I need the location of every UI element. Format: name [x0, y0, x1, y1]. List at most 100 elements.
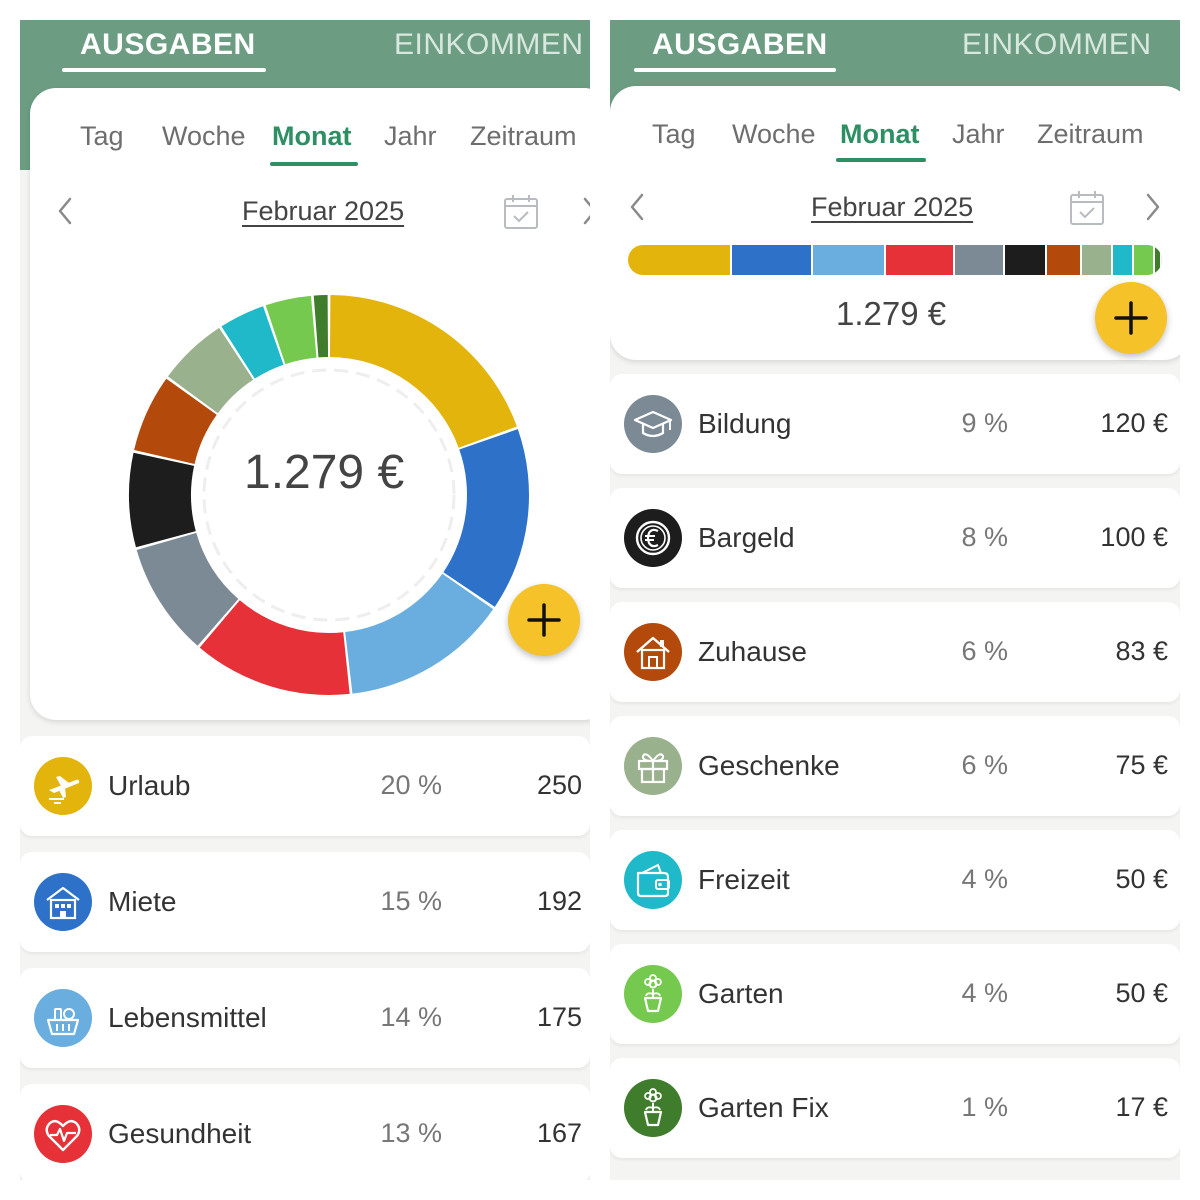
category-percent: 4 % [961, 978, 1008, 1008]
donut-slice-bargeld[interactable] [129, 452, 196, 548]
donut-slice-freizeit[interactable] [221, 306, 284, 379]
list-item[interactable]: Gesundheit 13 % 167 [20, 1084, 590, 1180]
category-name: Garten Fix [698, 1092, 829, 1123]
calendar-icon[interactable] [502, 193, 540, 231]
bar-segment-bildung[interactable] [955, 245, 1006, 275]
graduation-cap-icon [624, 395, 682, 453]
list-item[interactable]: Zuhause 6 % 83 € [610, 602, 1180, 702]
period-tab-range[interactable]: Zeitraum [470, 121, 577, 151]
bar-segment-garten-fix[interactable] [1154, 245, 1162, 275]
period-tab-day[interactable]: Tag [652, 119, 696, 149]
period-tab-year[interactable]: Jahr [952, 119, 1005, 149]
period-tab-month-indicator [270, 162, 358, 166]
chevron-left-icon[interactable] [622, 187, 652, 227]
calendar-icon[interactable] [1068, 189, 1106, 227]
period-tab-month-indicator [836, 158, 926, 162]
plus-icon [527, 603, 561, 637]
category-percent: 15 % [380, 886, 442, 916]
category-percent: 6 % [961, 750, 1008, 780]
flower-pot-icon [624, 1079, 682, 1137]
list-item[interactable]: Garten 4 % 50 € [610, 944, 1180, 1044]
donut-slice-gesundheit[interactable] [199, 600, 350, 695]
list-item[interactable]: Lebensmittel 14 % 175 [20, 968, 590, 1068]
tab-expenses[interactable]: AUSGABEN [652, 28, 828, 61]
list-item[interactable]: Bildung 9 % 120 € [610, 374, 1180, 474]
donut-slice-zuhause[interactable] [134, 378, 217, 464]
heart-pulse-icon [34, 1105, 92, 1163]
donut-slice-garten-fix[interactable] [313, 295, 329, 358]
bar-segment-bargeld[interactable] [1005, 245, 1048, 275]
donut-slice-geschenke[interactable] [167, 327, 254, 414]
list-item[interactable]: Miete 15 % 192 [20, 852, 590, 952]
bar-segment-lebensmittel[interactable] [812, 245, 886, 275]
period-tab-day[interactable]: Tag [80, 121, 124, 151]
tab-income[interactable]: EINKOMMEN [962, 28, 1152, 61]
stacked-bar-chart [628, 245, 1162, 275]
list-item[interactable]: Garten Fix 1 % 17 € [610, 1058, 1180, 1158]
donut-slice-miete[interactable] [443, 429, 529, 607]
tab-expenses-indicator [62, 68, 266, 72]
tab-expenses-indicator [634, 68, 836, 72]
chart-card: Tag Woche Monat Jahr Zeitraum Februar 20… [30, 88, 590, 720]
list-item[interactable]: Freizeit 4 % 50 € [610, 830, 1180, 930]
grocery-basket-icon [34, 989, 92, 1047]
chevron-left-icon[interactable] [50, 191, 80, 231]
category-name: Zuhause [698, 636, 807, 667]
bar-segment-geschenke[interactable] [1081, 245, 1114, 275]
category-percent: 6 % [961, 636, 1008, 666]
plus-icon [1114, 301, 1148, 335]
list-item[interactable]: Bargeld 8 % 100 € [610, 488, 1180, 588]
category-amount: 75 € [1115, 750, 1168, 780]
category-percent: 8 % [961, 522, 1008, 552]
bar-segment-miete[interactable] [732, 245, 813, 275]
building-icon [34, 873, 92, 931]
chevron-right-icon[interactable] [575, 191, 590, 231]
period-tab-year[interactable]: Jahr [384, 121, 437, 151]
period-tab-week[interactable]: Woche [162, 121, 246, 151]
category-name: Geschenke [698, 750, 840, 781]
date-label[interactable]: Februar 2025 [242, 196, 405, 226]
house-icon [624, 623, 682, 681]
period-tab-month[interactable]: Monat [272, 121, 352, 151]
wallet-icon [624, 851, 682, 909]
category-amount: 192 [536, 886, 582, 916]
donut-slice-bildung[interactable] [136, 532, 239, 646]
flower-pot-icon [624, 965, 682, 1023]
euro-coin-icon [624, 509, 682, 567]
category-name: Gesundheit [108, 1118, 252, 1149]
chevron-right-icon[interactable] [1138, 187, 1168, 227]
bar-segment-freizeit[interactable] [1113, 245, 1134, 275]
category-percent: 4 % [961, 864, 1008, 894]
bar-segment-gesundheit[interactable] [885, 245, 956, 275]
list-item[interactable]: Geschenke 6 % 75 € [610, 716, 1180, 816]
right-screen: AUSGABEN EINKOMMEN Tag Woche Monat Jahr … [610, 20, 1180, 1180]
category-percent: 20 % [380, 770, 442, 800]
category-amount: 120 € [1100, 408, 1168, 438]
tab-income[interactable]: EINKOMMEN [394, 28, 584, 61]
bar-segment-urlaub[interactable] [628, 245, 733, 275]
add-button[interactable] [508, 584, 580, 656]
tab-expenses[interactable]: AUSGABEN [80, 28, 256, 61]
category-amount: 50 € [1115, 864, 1168, 894]
gift-icon [624, 737, 682, 795]
total-amount: 1.279 € [244, 446, 405, 499]
list-item[interactable]: Urlaub 20 % 250 [20, 736, 590, 836]
donut-slice-lebensmittel[interactable] [345, 573, 494, 694]
donut-chart [129, 295, 529, 695]
bar-segment-garten[interactable] [1133, 245, 1155, 275]
category-amount: 175 [536, 1002, 582, 1032]
donut-slice-urlaub[interactable] [329, 295, 517, 448]
bar-segment-zuhause[interactable] [1047, 245, 1082, 275]
add-button[interactable] [1095, 282, 1167, 354]
date-label[interactable]: Februar 2025 [811, 192, 974, 222]
category-amount: 83 € [1115, 636, 1168, 666]
airplane-icon [34, 757, 92, 815]
category-amount: 17 € [1115, 1092, 1168, 1122]
donut-slice-garten[interactable] [265, 295, 317, 365]
period-tab-month[interactable]: Monat [840, 119, 920, 149]
category-percent: 9 % [961, 408, 1008, 438]
category-name: Garten [698, 978, 784, 1009]
period-tab-range[interactable]: Zeitraum [1037, 119, 1144, 149]
category-name: Urlaub [108, 770, 191, 801]
period-tab-week[interactable]: Woche [732, 119, 816, 149]
